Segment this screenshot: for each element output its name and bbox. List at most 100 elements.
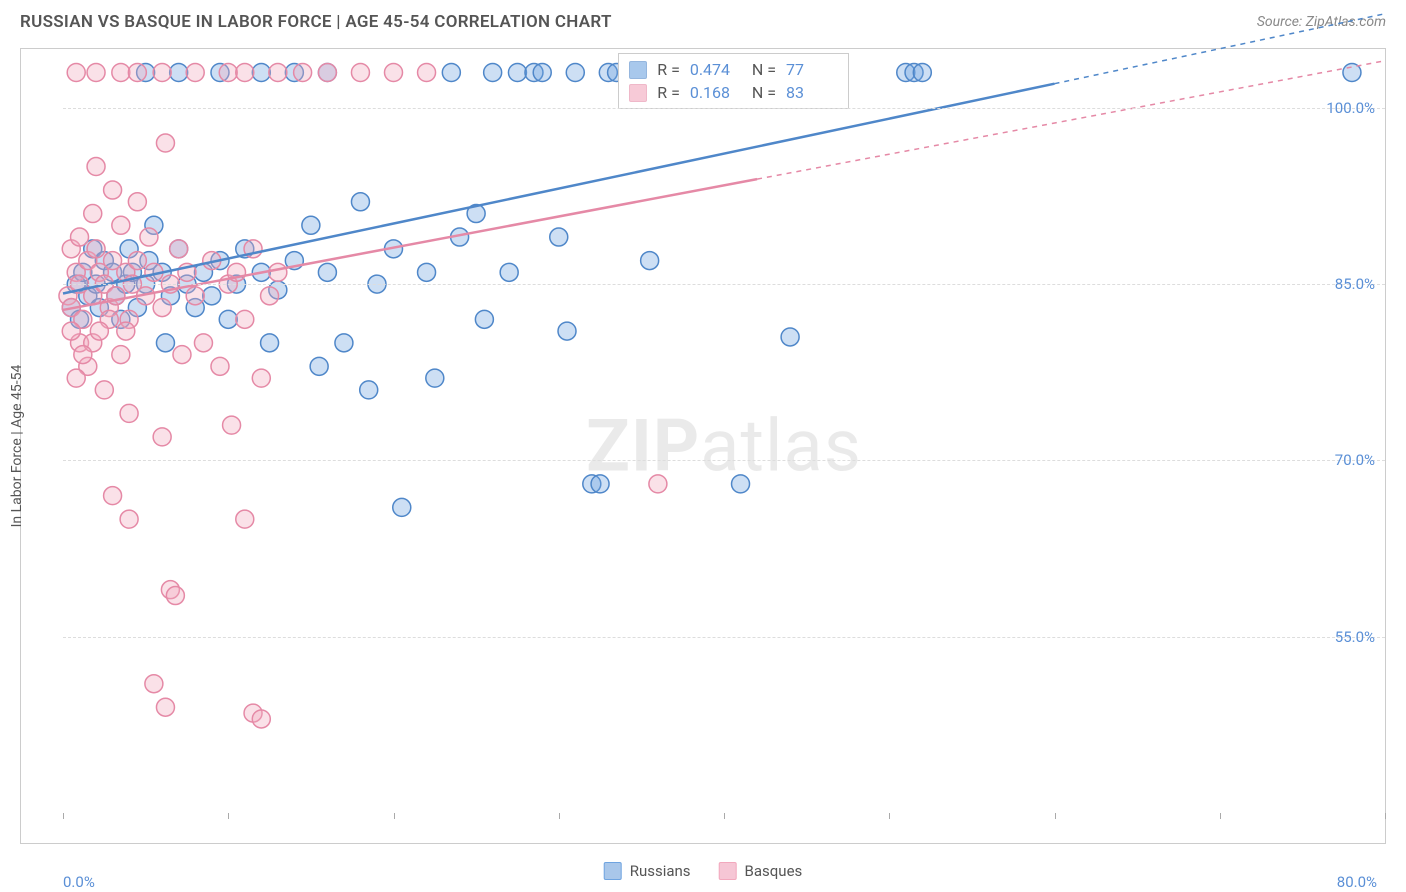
data-point <box>112 216 130 234</box>
legend-swatch <box>719 862 737 880</box>
plot-area: ZIPatlas R =0.474N =77R =0.168N =83 55.0… <box>63 49 1385 813</box>
data-point <box>261 334 279 352</box>
data-point <box>318 263 336 281</box>
trend-line <box>63 84 1055 294</box>
correlation-row: R = 0.474 N = 77 <box>629 58 838 81</box>
scatter-svg <box>63 49 1385 813</box>
data-point <box>508 64 526 82</box>
data-point <box>153 428 171 446</box>
data-point <box>360 381 378 399</box>
x-tick <box>1220 813 1221 819</box>
data-point <box>87 158 105 176</box>
legend-label: Basques <box>745 862 803 880</box>
gridline <box>63 460 1385 461</box>
r-value: 0.474 <box>690 60 742 79</box>
data-point <box>913 64 931 82</box>
data-point <box>484 64 502 82</box>
data-point <box>261 287 279 305</box>
data-point <box>426 369 444 387</box>
n-value: 77 <box>786 60 838 79</box>
data-point <box>120 404 138 422</box>
n-label: N = <box>752 60 776 79</box>
x-tick <box>394 813 395 819</box>
data-point <box>294 64 312 82</box>
data-point <box>87 64 105 82</box>
data-point <box>87 240 105 258</box>
data-point <box>781 328 799 346</box>
data-point <box>500 263 518 281</box>
data-point <box>128 64 146 82</box>
data-point <box>112 346 130 364</box>
legend: Russians Basques <box>604 862 803 880</box>
data-point <box>550 228 568 246</box>
legend-item: Russians <box>604 862 691 880</box>
data-point <box>74 346 92 364</box>
x-tick <box>889 813 890 819</box>
data-point <box>236 64 254 82</box>
x-axis-min-label: 0.0% <box>63 873 95 891</box>
r-value: 0.168 <box>690 83 742 102</box>
data-point <box>120 510 138 528</box>
data-point <box>128 193 146 211</box>
x-tick <box>63 813 64 819</box>
x-tick <box>1385 813 1386 819</box>
x-tick <box>559 813 560 819</box>
data-point <box>418 64 436 82</box>
data-point <box>186 287 204 305</box>
data-point <box>156 334 174 352</box>
data-point <box>385 64 403 82</box>
data-point <box>153 299 171 317</box>
data-point <box>219 310 237 328</box>
chart-container: In Labor Force | Age 45-54 ZIPatlas R =0… <box>20 48 1386 844</box>
gridline <box>63 637 1385 638</box>
data-point <box>318 64 336 82</box>
data-point <box>156 134 174 152</box>
data-point <box>173 346 191 364</box>
y-tick-label: 100.0% <box>1326 99 1375 117</box>
data-point <box>558 322 576 340</box>
chart-title: RUSSIAN VS BASQUE IN LABOR FORCE | AGE 4… <box>20 12 612 32</box>
data-point <box>310 357 328 375</box>
x-tick <box>228 813 229 819</box>
data-point <box>252 710 270 728</box>
gridline <box>63 108 1385 109</box>
y-axis-label: In Labor Force | Age 45-54 <box>9 365 25 528</box>
data-point <box>269 64 287 82</box>
data-point <box>302 216 320 234</box>
data-point <box>591 475 609 493</box>
gridline <box>63 284 1385 285</box>
data-point <box>211 357 229 375</box>
data-point <box>236 510 254 528</box>
data-point <box>104 487 122 505</box>
data-point <box>153 64 171 82</box>
data-point <box>219 64 237 82</box>
data-point <box>203 287 221 305</box>
r-label: R = <box>657 60 680 79</box>
y-tick-label: 55.0% <box>1335 628 1375 646</box>
data-point <box>104 181 122 199</box>
data-point <box>252 369 270 387</box>
correlation-legend: R =0.474N =77R =0.168N =83 <box>618 53 849 109</box>
trend-line-extrapolated <box>757 61 1385 179</box>
legend-swatch <box>604 862 622 880</box>
data-point <box>67 369 85 387</box>
data-point <box>393 498 411 516</box>
data-point <box>649 475 667 493</box>
data-point <box>335 334 353 352</box>
n-value: 83 <box>786 83 838 102</box>
y-tick-label: 70.0% <box>1335 451 1375 469</box>
r-label: R = <box>657 83 680 102</box>
legend-item: Basques <box>719 862 803 880</box>
data-point <box>145 675 163 693</box>
data-point <box>732 475 750 493</box>
data-point <box>566 64 584 82</box>
data-point <box>128 252 146 270</box>
data-point <box>418 263 436 281</box>
series-swatch <box>629 61 647 79</box>
data-point <box>71 228 89 246</box>
data-point <box>170 240 188 258</box>
data-point <box>84 205 102 223</box>
series-swatch <box>629 84 647 102</box>
trend-line <box>63 179 757 310</box>
data-point <box>252 64 270 82</box>
